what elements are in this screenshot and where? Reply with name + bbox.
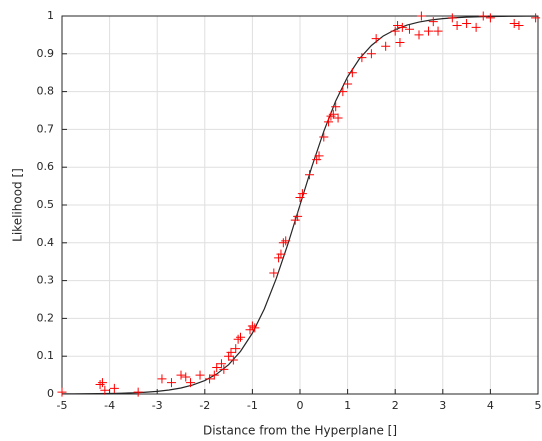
point [274,253,284,263]
point [333,113,343,123]
point [347,68,357,78]
point [281,236,291,246]
point [390,26,400,36]
point [314,151,324,161]
x-tick-label: -3 [152,399,163,412]
point [216,359,226,369]
point [509,19,519,29]
x-tick-label: 4 [487,399,494,412]
x-tick-label: -2 [199,399,210,412]
point [416,11,426,21]
point [305,170,315,180]
x-tick-label: 5 [535,399,542,412]
y-tick-label: 0.1 [37,349,55,362]
point [414,30,424,40]
point [531,13,541,23]
point [424,26,434,36]
point [181,372,191,382]
point [371,34,381,44]
point [428,17,438,27]
point [245,325,255,335]
point [404,24,414,34]
point [100,385,110,395]
x-tick-label: 1 [344,399,351,412]
y-axis-label: Likelihood [] [11,168,25,242]
point [366,49,376,59]
y-tick-label: 0.8 [37,85,55,98]
point [343,79,353,89]
y-tick-label: 0.5 [37,198,55,211]
point [195,370,205,380]
point [95,380,105,390]
y-tick-label: 0.2 [37,311,55,324]
point [97,378,107,388]
point [290,215,300,225]
point [297,189,307,199]
axes-box [61,15,539,395]
point [326,111,336,121]
point [205,374,215,384]
point [228,355,238,365]
point [157,374,167,384]
point [231,344,241,354]
point [236,332,245,342]
point [109,383,119,393]
point [186,378,196,388]
y-tick-label: 1 [47,9,54,22]
point [219,364,229,374]
point [433,26,443,36]
point [462,19,472,29]
point [57,387,67,397]
point [485,13,495,23]
point [224,351,234,361]
point [212,363,222,373]
point [295,192,305,202]
point [209,370,219,380]
point [452,20,462,30]
point [324,117,334,127]
point [478,11,488,21]
point [381,41,391,51]
y-tick-label: 0.6 [37,160,55,173]
point [276,249,286,259]
point [166,378,176,388]
x-tick-label: 3 [439,399,446,412]
point [397,22,407,32]
x-tick-label: -5 [57,399,68,412]
y-tick-label: 0 [47,387,54,400]
point [233,334,243,344]
x-tick-label: 0 [297,399,304,412]
point [447,13,457,23]
point [312,155,322,165]
point [331,102,341,112]
point [395,37,405,47]
y-tick-label: 0.7 [37,122,55,135]
point [393,20,403,30]
point [269,268,279,278]
point [319,132,329,142]
x-axis-label: Distance from the Hyperplane [] [203,424,397,438]
point [226,347,236,357]
point [278,238,288,248]
x-tick-label: -1 [247,399,258,412]
y-tick-label: 0.9 [37,47,55,60]
point [357,53,367,63]
point [338,87,348,97]
x-tick-label: 2 [392,399,399,412]
point [328,109,338,119]
point [176,370,186,380]
point [293,211,303,221]
point [471,22,481,32]
point [247,321,257,331]
y-tick-label: 0.3 [37,274,55,287]
point [133,387,143,397]
y-tick-label: 0.4 [37,236,55,249]
point [514,20,524,30]
x-tick-label: -4 [104,399,115,412]
point [250,323,260,333]
